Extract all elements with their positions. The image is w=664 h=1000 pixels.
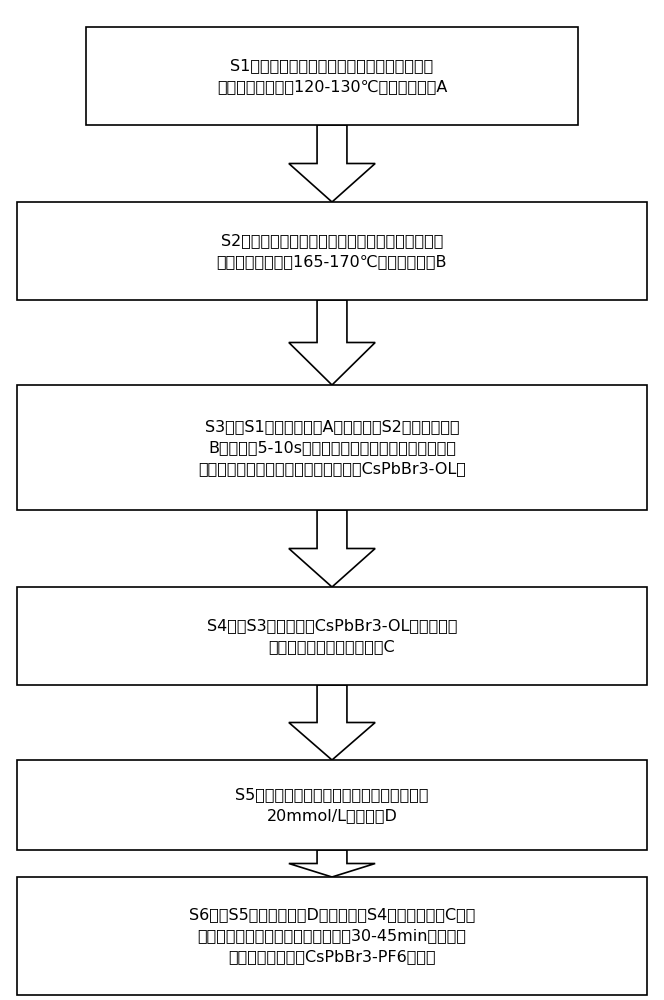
FancyBboxPatch shape <box>17 587 647 685</box>
Polygon shape <box>289 510 375 587</box>
FancyBboxPatch shape <box>17 202 647 300</box>
FancyBboxPatch shape <box>86 27 578 125</box>
Text: S5：将六氟磷酸盐溶于乙醇中，得到浓度为
20mmol/L的混合液D: S5：将六氟磷酸盐溶于乙醇中，得到浓度为 20mmol/L的混合液D <box>235 787 429 823</box>
Polygon shape <box>289 300 375 385</box>
FancyBboxPatch shape <box>17 385 647 510</box>
FancyBboxPatch shape <box>17 877 647 995</box>
Text: S4：将S3制备的到的CsPbBr3-OL量子点分散
在乙酸乙酯中，得到混合液C: S4：将S3制备的到的CsPbBr3-OL量子点分散 在乙酸乙酯中，得到混合液C <box>207 618 457 654</box>
Text: S1：将铯源化合物和油酸加入十八烯中，并于
氩气氛围中加热到120-130℃，得到混合液A: S1：将铯源化合物和油酸加入十八烯中，并于 氩气氛围中加热到120-130℃，得… <box>217 58 447 94</box>
Polygon shape <box>289 850 375 877</box>
Text: S6：将S5得到的混合液D取适量加入S4得到的混合液C中，
通过无光磁驱搅拌装置于黑暗中搅拌30-45min，离心干
燥，所得固体即为CsPbBr3-PF6量子: S6：将S5得到的混合液D取适量加入S4得到的混合液C中， 通过无光磁驱搅拌装置… <box>189 908 475 964</box>
FancyBboxPatch shape <box>17 760 647 850</box>
Text: S3：将S1得到的混合液A取适量加入S2得到的混合液
B中，搅拌5-10s后冰水浴冷却至室温，离心分离，过
滤所得固体即为油相的铯铅溴量子点（CsPbBr3-O: S3：将S1得到的混合液A取适量加入S2得到的混合液 B中，搅拌5-10s后冰水… <box>198 419 466 476</box>
Text: S2：将同为铅源和溴源的化合物、油酸和油胺加入
十八烯中，加热到165-170℃，得到混合液B: S2：将同为铅源和溴源的化合物、油酸和油胺加入 十八烯中，加热到165-170℃… <box>216 233 448 269</box>
Polygon shape <box>289 685 375 760</box>
Polygon shape <box>289 125 375 202</box>
